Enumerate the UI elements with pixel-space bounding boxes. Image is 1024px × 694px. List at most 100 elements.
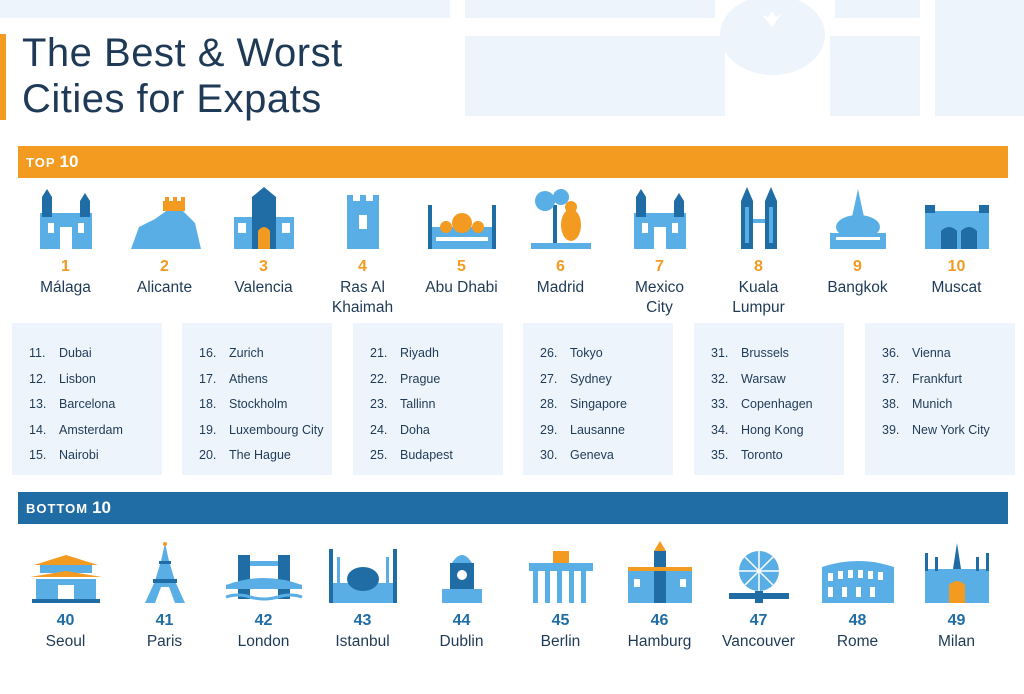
list-item-rank: 31. <box>711 346 729 360</box>
list-item-rank: 15. <box>29 448 47 462</box>
background-map <box>0 0 1024 135</box>
list-item-city: Hong Kong <box>741 422 804 437</box>
list-item-city: Barcelona <box>59 397 116 411</box>
list-item: 18. Stockholm <box>182 392 332 418</box>
city-rank: 42 <box>254 612 273 629</box>
middle-rankings: 11. Dubai 12. Lisbon 13. Barcelona 14. Amsterda… <box>12 323 1015 475</box>
city-name: Mexico City <box>634 279 685 316</box>
city-45: 45 Berlin <box>511 540 610 652</box>
city-rank: 10 <box>947 258 966 275</box>
city-7: 7 Mexico City <box>610 186 709 318</box>
city-rank: 40 <box>56 612 75 629</box>
list-item-city: Singapore <box>570 397 627 411</box>
ranking-column: 11. Dubai 12. Lisbon 13. Barcelona 14. Amsterda… <box>12 323 162 475</box>
top-band-label: TOP <box>26 154 56 170</box>
city-rank: 41 <box>155 612 174 629</box>
list-item: 30. Geneva <box>523 443 673 469</box>
city-rank: 5 <box>457 258 466 275</box>
blue-mosque-icon <box>328 549 397 603</box>
city-2: 2 Alicante <box>115 186 214 318</box>
list-item-rank: 33. <box>711 397 729 411</box>
title-line-1: The Best & Worst <box>22 31 343 75</box>
ranking-column: 16. Zurich 17. Athens 18. Stockholm 19. Luxembo… <box>182 323 332 475</box>
city-name: Rome <box>836 633 879 650</box>
list-item: 26. Tokyo <box>523 341 673 367</box>
city-name: Vancouver <box>722 633 795 650</box>
list-item-city: Lausanne <box>570 422 625 437</box>
list-item-city: Tokyo <box>570 346 603 360</box>
city-rank: 6 <box>556 258 565 275</box>
city-rank: 43 <box>353 612 372 629</box>
bear-statue-icon <box>530 189 591 249</box>
list-item: 13. Barcelona <box>12 392 162 418</box>
city-name: Hamburg <box>627 633 692 650</box>
list-item: 36. Vienna <box>865 341 1015 367</box>
top-band-number: 10 <box>59 152 79 171</box>
city-name: Milan <box>937 633 976 650</box>
bottom-10-band: BOTTOM 10 <box>18 492 1008 524</box>
tower-bridge-icon <box>225 555 302 601</box>
top-10-row: 1 Málaga 2 Alicante 3 Valencia 4 Ras Al Khaimah… <box>16 186 1006 318</box>
city-name: Bangkok <box>827 279 888 296</box>
list-item-city: Doha <box>400 422 430 437</box>
list-item-rank: 25. <box>370 448 388 462</box>
list-item-rank: 35. <box>711 448 729 462</box>
colosseum-icon <box>821 561 894 603</box>
list-item-city: Copenhagen <box>741 397 813 411</box>
city-name: Istanbul <box>335 633 390 650</box>
list-item-rank: 16. <box>199 346 217 360</box>
twin-towers-icon <box>740 187 777 249</box>
clock-tower-icon <box>441 555 482 603</box>
city-40: 40 Seoul <box>16 540 115 652</box>
list-item: 33. Copenhagen <box>694 392 844 418</box>
list-item-city: Frankfurt <box>912 371 963 386</box>
list-item-rank: 13. <box>29 397 47 411</box>
list-item-rank: 23. <box>370 397 388 411</box>
list-item: 27. Sydney <box>523 367 673 393</box>
pagoda-gate-icon <box>29 555 102 603</box>
list-item-rank: 19. <box>199 422 217 437</box>
list-item-city: Zurich <box>229 346 264 360</box>
city-name: Dublin <box>439 633 484 650</box>
list-item: 25. Budapest <box>353 443 503 469</box>
city-rank: 45 <box>551 612 570 629</box>
list-item-city: Budapest <box>400 448 453 462</box>
city-rank: 46 <box>650 612 669 629</box>
city-9: 9 Bangkok <box>808 186 907 318</box>
page-title: The Best & Worst Cities for Expats <box>22 30 343 122</box>
geodesic-dome-icon <box>728 551 789 603</box>
city-name: Kuala Lumpur <box>732 279 785 316</box>
list-item-city: Toronto <box>741 448 783 462</box>
city-1: 1 Málaga <box>16 186 115 318</box>
list-item-city: Luxembourg City <box>229 422 324 437</box>
ranking-column: 31. Brussels 32. Warsaw 33. Copenhagen 34. Hong… <box>694 323 844 475</box>
ranking-column: 36. Vienna 37. Frankfurt 38. Munich 39. New Yor… <box>865 323 1015 475</box>
list-item-rank: 24. <box>370 422 388 437</box>
city-3: 3 Valencia <box>214 186 313 318</box>
list-item-rank: 37. <box>882 371 900 386</box>
list-item-city: Dubai <box>59 346 92 360</box>
list-item-rank: 14. <box>29 422 47 437</box>
list-item: 29. Lausanne <box>523 418 673 444</box>
list-item-city: Riyadh <box>400 346 439 360</box>
city-name: London <box>237 633 290 650</box>
list-item-city: Sydney <box>570 371 612 386</box>
list-item: 37. Frankfurt <box>865 367 1015 393</box>
eiffel-tower-icon <box>144 542 185 603</box>
city-name: Madrid <box>536 279 585 296</box>
list-item: 24. Doha <box>353 418 503 444</box>
city-47: 47 Vancouver <box>709 540 808 652</box>
ranking-column: 26. Tokyo 27. Sydney 28. Singapore 29. Lausanne… <box>523 323 673 475</box>
list-item-rank: 18. <box>199 397 217 411</box>
list-item-city: The Hague <box>229 448 291 462</box>
list-item-rank: 36. <box>882 346 900 360</box>
city-rank: 8 <box>754 258 763 275</box>
list-item-rank: 12. <box>29 371 47 386</box>
list-item-rank: 20. <box>199 448 217 462</box>
cathedral-icon <box>39 189 92 249</box>
list-item-rank: 17. <box>199 371 217 386</box>
list-item: 22. Prague <box>353 367 503 393</box>
list-item-city: Amsterdam <box>59 422 123 437</box>
city-46: 46 Hamburg <box>610 540 709 652</box>
city-5: 5 Abu Dhabi <box>412 186 511 318</box>
